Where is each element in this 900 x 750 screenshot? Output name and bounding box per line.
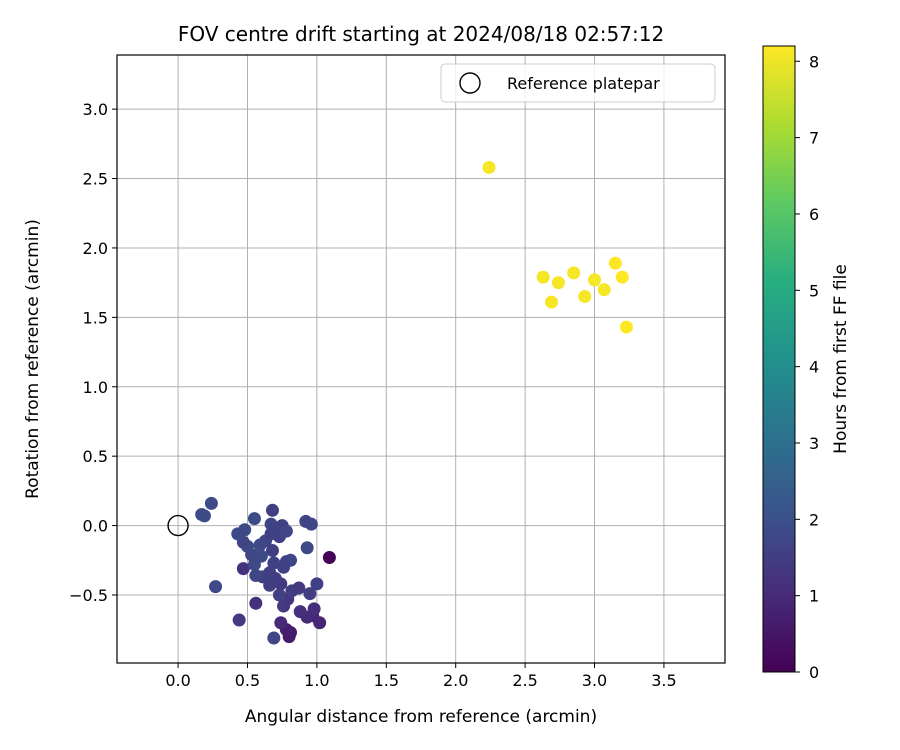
scatter-point: [536, 270, 550, 284]
x-tick-label: 3.0: [582, 671, 607, 690]
y-tick-label: 0.0: [83, 517, 108, 536]
chart-title: FOV centre drift starting at 2024/08/18 …: [178, 22, 664, 46]
x-axis-ticks: 0.0 0.5 1.0 1.5 2.0 2.5 3.0 3.5: [165, 663, 677, 690]
scatter-point: [619, 320, 633, 334]
x-tick-label: 3.5: [651, 671, 676, 690]
x-tick-label: 2.5: [512, 671, 537, 690]
scatter-point: [267, 631, 281, 645]
y-axis-ticks: −0.5 0.0 0.5 1.0 1.5 2.0 2.5 3.0: [69, 100, 117, 605]
colorbar-tick-label: 2: [809, 510, 819, 529]
legend-marker-reference: [459, 72, 481, 94]
scatter-point: [272, 588, 286, 602]
scatter-point: [544, 295, 558, 309]
legend: Reference platepar: [440, 63, 716, 103]
colorbar-tick-label: 3: [809, 434, 819, 453]
scatter-point: [588, 273, 602, 287]
colorbar-tick-label: 8: [809, 52, 819, 71]
legend-box: [440, 63, 716, 103]
scatter-point: [277, 560, 291, 574]
scatter-point: [597, 283, 611, 297]
y-tick-label: 0.5: [83, 447, 108, 466]
scatter-point: [304, 517, 318, 531]
scatter-point: [267, 556, 281, 570]
y-tick-label: 2.5: [83, 170, 108, 189]
scatter-point: [615, 270, 629, 284]
scatter-point: [238, 523, 252, 537]
scatter-point: [578, 290, 592, 304]
reference-marker-group: [167, 514, 189, 537]
colorbar-tick-label: 6: [809, 205, 819, 224]
colorbar-tick-label: 4: [809, 358, 819, 377]
y-tick-label: 1.5: [83, 308, 108, 327]
scatter-point: [263, 578, 277, 592]
scatter-point: [567, 266, 581, 280]
y-tick-label: 2.0: [83, 239, 108, 258]
colorbar-tick-label: 1: [809, 587, 819, 606]
y-tick-label: −0.5: [69, 586, 108, 605]
scatter-point: [209, 580, 223, 594]
x-axis-label: Angular distance from reference (arcmin): [245, 707, 597, 727]
scatter-point: [265, 503, 279, 517]
plot-frame: [116, 54, 726, 664]
scatter-point: [249, 569, 263, 583]
scatter-point: [249, 596, 263, 610]
x-tick-label: 2.0: [443, 671, 468, 690]
reference-platepar-marker: [167, 514, 189, 537]
scatter-point: [608, 256, 622, 270]
scatter-point: [292, 581, 306, 595]
scatter-point: [204, 496, 218, 510]
colorbar-label: Hours from first FF file: [831, 264, 851, 454]
scatter-point: [247, 512, 261, 526]
scatter-point: [482, 160, 496, 174]
scatter-point: [232, 613, 246, 627]
y-tick-label: 1.0: [83, 378, 108, 397]
scatter-point: [551, 276, 565, 290]
scatter-point: [274, 616, 288, 630]
scatter-point: [300, 541, 314, 555]
scatter-point: [265, 544, 279, 558]
colorbar-ticks: 0 1 2 3 4 5 6 7 8: [795, 52, 819, 682]
scatter-point: [293, 605, 307, 619]
scatter-point: [307, 602, 321, 616]
colorbar: [762, 45, 796, 673]
scatter-point: [313, 616, 327, 630]
data-points: [195, 160, 633, 645]
scatter-point: [303, 587, 317, 601]
x-tick-label: 0.0: [165, 671, 190, 690]
scatter-point: [197, 509, 211, 523]
colorbar-tick-label: 5: [809, 281, 819, 300]
scatter-point: [254, 549, 268, 563]
grid-lines: [117, 55, 725, 663]
y-tick-label: 3.0: [83, 100, 108, 119]
scatter-point: [236, 562, 250, 576]
y-axis-label: Rotation from reference (arcmin): [23, 219, 43, 499]
colorbar-tick-label: 0: [809, 663, 819, 682]
legend-entry-reference: Reference platepar: [507, 74, 660, 93]
x-tick-label: 1.0: [304, 671, 329, 690]
scatter-point: [310, 577, 324, 591]
x-tick-label: 1.5: [374, 671, 399, 690]
scatter-point: [279, 524, 293, 538]
scatter-point: [322, 551, 336, 565]
colorbar-tick-label: 7: [809, 129, 819, 148]
x-tick-label: 0.5: [235, 671, 260, 690]
